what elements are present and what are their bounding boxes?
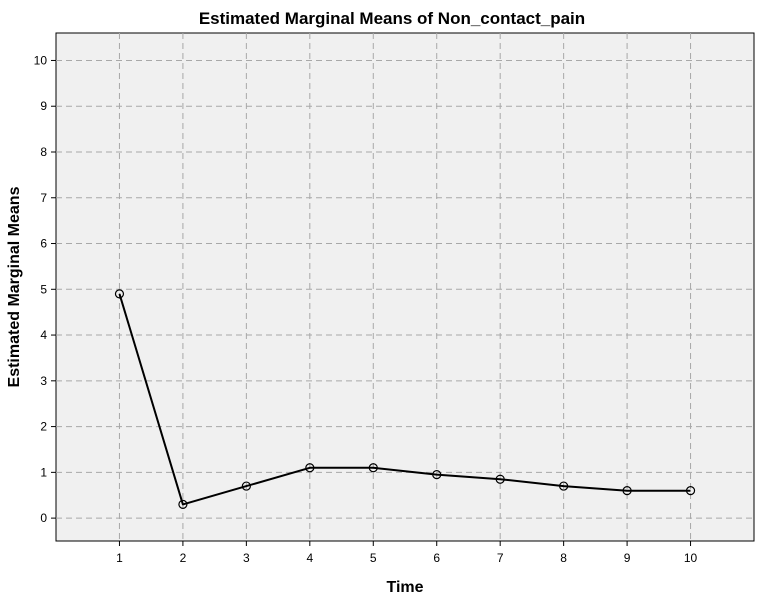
y-tick-label: 1: [40, 465, 47, 479]
chart-title: Estimated Marginal Means of Non_contact_…: [199, 9, 585, 28]
y-axis-label: Estimated Marginal Means: [6, 186, 23, 387]
series-line: [118, 293, 691, 506]
x-tick-label: 3: [243, 551, 250, 565]
x-tick-label: 5: [370, 551, 377, 565]
y-axis-ticks: 0 1 2 3 4 5 6 7 8 9 10: [34, 53, 56, 525]
x-tick-label: 10: [684, 551, 698, 565]
data-point-marker: [685, 486, 696, 496]
data-point-marker: [495, 474, 505, 484]
x-tick-label: 6: [433, 551, 440, 565]
y-tick-label: 9: [40, 99, 47, 113]
y-tick-label: 7: [40, 191, 47, 205]
series-means: [114, 289, 696, 509]
x-tick-label: 4: [306, 551, 313, 565]
data-point-marker: [432, 470, 442, 480]
data-point-marker: [305, 463, 315, 473]
y-tick-label: 6: [40, 237, 47, 251]
y-tick-label: 3: [40, 374, 47, 388]
x-tick-label: 9: [624, 551, 631, 565]
x-tick-label: 1: [116, 551, 123, 565]
grid-lines: [56, 33, 754, 541]
y-tick-label: 5: [40, 282, 47, 296]
x-axis-label: Time: [386, 579, 423, 596]
data-point-marker: [241, 481, 251, 491]
y-tick-label: 0: [40, 511, 47, 525]
data-point-marker: [559, 481, 569, 491]
y-tick-label: 4: [40, 328, 47, 342]
y-tick-label: 2: [40, 420, 47, 434]
y-tick-label: 8: [40, 145, 47, 159]
y-tick-label: 10: [34, 53, 48, 67]
data-point-marker: [114, 289, 125, 299]
x-tick-label: 2: [180, 551, 187, 565]
data-point-marker: [622, 486, 632, 496]
plot-area: [55, 32, 755, 542]
x-axis-ticks: 1 2 3 4 5 6 7 8 9 10: [116, 541, 698, 565]
x-tick-label: 7: [497, 551, 504, 565]
data-point-marker: [368, 463, 378, 473]
x-tick-label: 8: [560, 551, 567, 565]
data-point-marker: [178, 499, 188, 509]
